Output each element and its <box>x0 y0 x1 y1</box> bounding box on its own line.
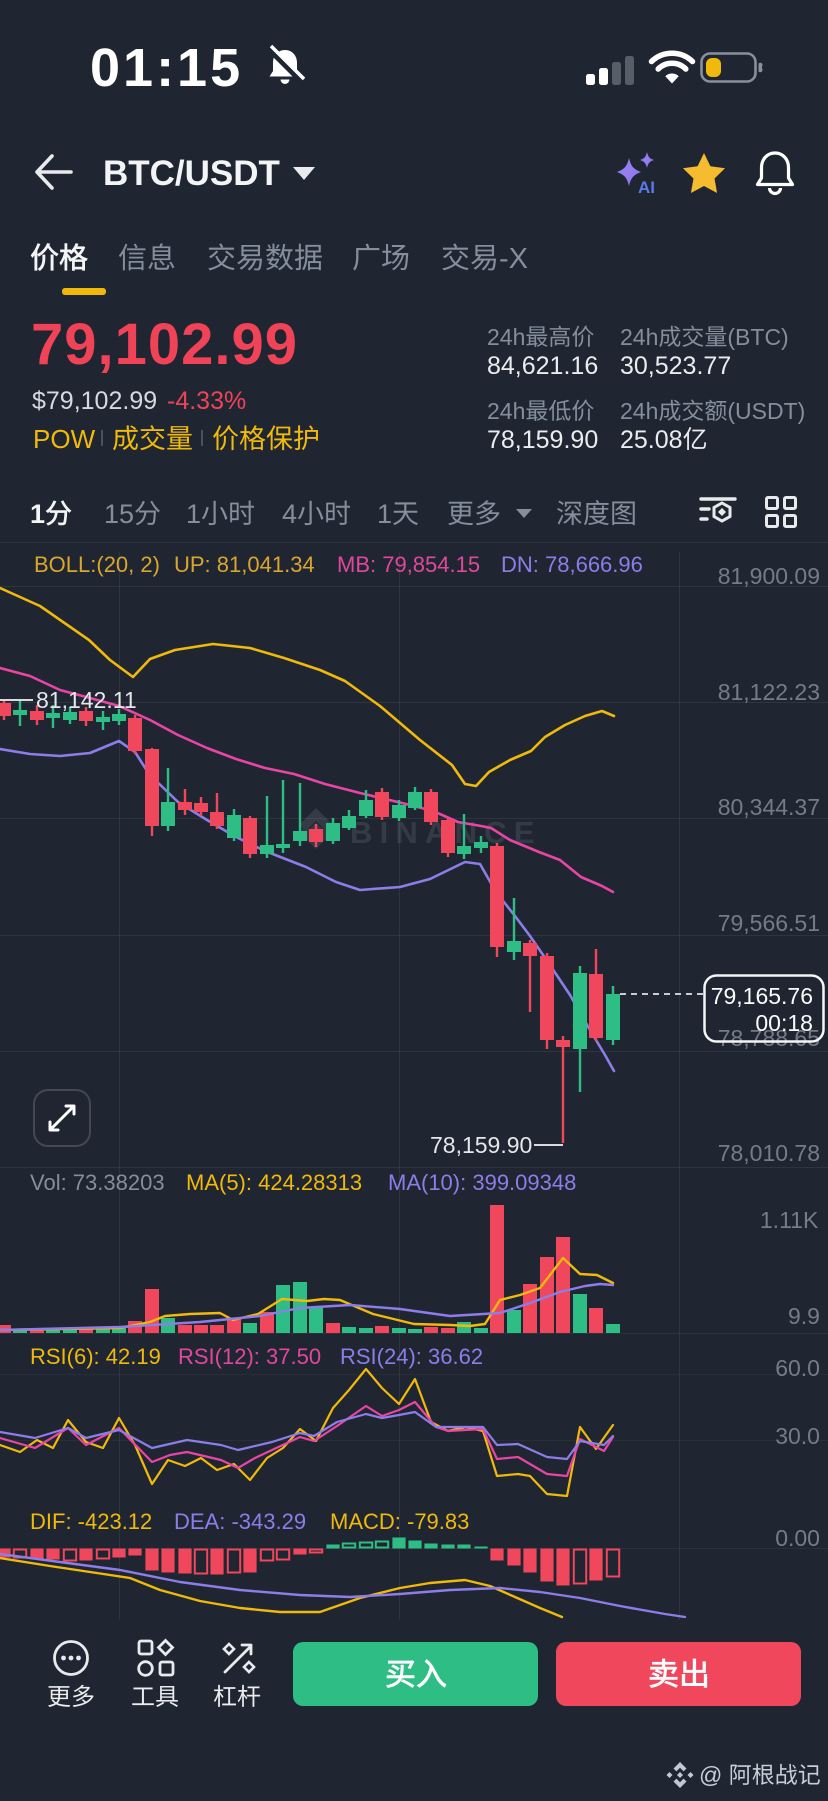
svg-text:DEA: -343.29: DEA: -343.29 <box>174 1509 306 1534</box>
svg-text:81,900.09: 81,900.09 <box>718 563 820 589</box>
svg-text:78,788.65: 78,788.65 <box>718 1025 820 1051</box>
svg-text:MB: 79,854.15: MB: 79,854.15 <box>337 552 480 577</box>
svg-text:(BTC): (BTC) <box>727 324 788 350</box>
svg-text:1.11K: 1.11K <box>760 1207 819 1233</box>
svg-text:78,159.90: 78,159.90 <box>487 426 598 454</box>
svg-text:@: @ <box>699 1762 722 1788</box>
svg-text:30.0: 30.0 <box>775 1423 820 1449</box>
svg-text:24h: 24h <box>620 398 658 424</box>
svg-text:00:18: 00:18 <box>755 1010 813 1036</box>
svg-text:UP: 81,041.34: UP: 81,041.34 <box>174 552 315 577</box>
svg-text:-X: -X <box>499 243 528 275</box>
svg-text:24h: 24h <box>487 398 525 424</box>
svg-text:60.0: 60.0 <box>775 1355 820 1381</box>
svg-text:AI: AI <box>638 178 655 197</box>
svg-text:84,621.16: 84,621.16 <box>487 352 598 380</box>
svg-text:MACD: -79.83: MACD: -79.83 <box>330 1509 469 1534</box>
svg-text:79,566.51: 79,566.51 <box>718 910 820 936</box>
svg-text:-4.33%: -4.33% <box>167 387 246 415</box>
svg-text:RSI(24): 36.62: RSI(24): 36.62 <box>340 1344 483 1369</box>
svg-text:78,010.78: 78,010.78 <box>718 1140 820 1166</box>
svg-text:25.08: 25.08 <box>620 426 683 454</box>
svg-text:0.00: 0.00 <box>775 1525 820 1551</box>
svg-text:RSI(12): 37.50: RSI(12): 37.50 <box>178 1344 321 1369</box>
svg-text:DIF: -423.12: DIF: -423.12 <box>30 1509 152 1534</box>
svg-text:24h: 24h <box>620 324 658 350</box>
svg-text:15: 15 <box>104 499 134 529</box>
svg-text:$79,102.99: $79,102.99 <box>32 387 157 415</box>
svg-text:79,102.99: 79,102.99 <box>31 312 298 377</box>
svg-text:1: 1 <box>30 499 45 529</box>
svg-text:9.9: 9.9 <box>788 1303 820 1329</box>
svg-text:POW: POW <box>33 424 96 454</box>
svg-text:24h: 24h <box>487 324 525 350</box>
svg-text:DN: 78,666.96: DN: 78,666.96 <box>501 552 643 577</box>
svg-text:BTC/USDT: BTC/USDT <box>103 154 280 193</box>
svg-text:1: 1 <box>377 499 392 529</box>
svg-text:81,142.11: 81,142.11 <box>36 687 137 713</box>
svg-text:Vol: 73.38203: Vol: 73.38203 <box>30 1170 165 1195</box>
svg-text:01:15: 01:15 <box>90 38 243 98</box>
svg-text:79,165.76: 79,165.76 <box>711 983 813 1009</box>
svg-text:78,159.90: 78,159.90 <box>430 1132 532 1158</box>
svg-text:4: 4 <box>282 499 297 529</box>
svg-text:BOLL:(20, 2): BOLL:(20, 2) <box>34 552 160 577</box>
svg-text:30,523.77: 30,523.77 <box>620 352 731 380</box>
svg-text:1: 1 <box>186 499 201 529</box>
svg-text:MA(5): 424.28313: MA(5): 424.28313 <box>186 1170 362 1195</box>
svg-text:MA(10): 399.09348: MA(10): 399.09348 <box>388 1170 576 1195</box>
svg-text:RSI(6): 42.19: RSI(6): 42.19 <box>30 1344 161 1369</box>
svg-text:(USDT): (USDT) <box>727 398 805 424</box>
svg-text:81,122.23: 81,122.23 <box>718 679 820 705</box>
svg-text:80,344.37: 80,344.37 <box>718 794 820 820</box>
